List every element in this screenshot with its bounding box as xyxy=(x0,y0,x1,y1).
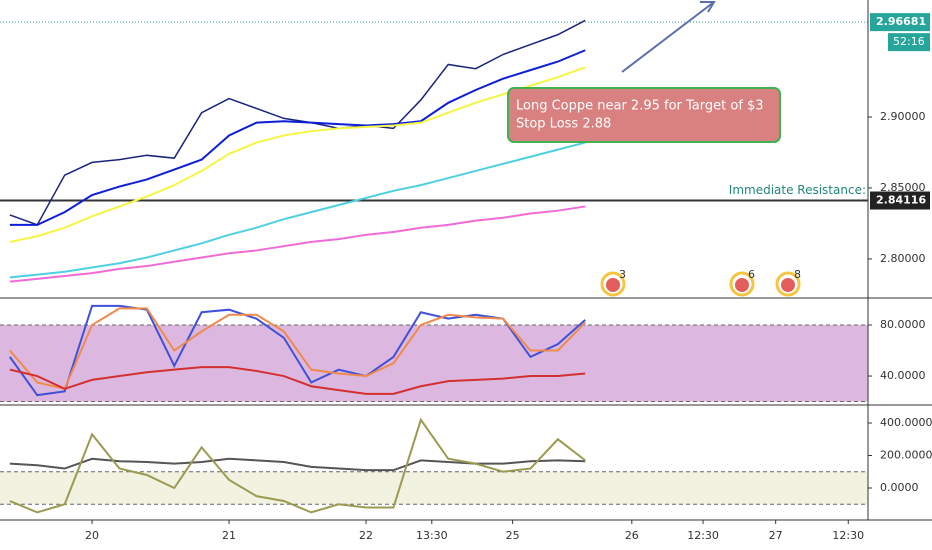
resistance-badge xyxy=(870,191,930,210)
y-tick-label: 200.0000 xyxy=(880,449,932,462)
x-tick-label: 13:30 xyxy=(416,529,448,542)
series-line xyxy=(9,366,586,395)
series-line xyxy=(9,304,586,397)
series-line xyxy=(9,307,586,390)
trend-arrow xyxy=(621,1,715,73)
y-tick-label: 40.0000 xyxy=(880,369,926,382)
event-count: 8 xyxy=(794,268,801,281)
series-line xyxy=(9,205,586,283)
label-bg xyxy=(820,183,868,196)
y-tick-label: 400.0000 xyxy=(880,416,932,429)
x-tick-label: 22 xyxy=(359,529,373,542)
countdown-badge xyxy=(888,33,930,52)
band xyxy=(0,325,868,402)
event-flag xyxy=(735,278,749,292)
event-count: 3 xyxy=(619,268,626,281)
y-tick-label: 2.85000 xyxy=(880,181,926,194)
series-line xyxy=(9,49,586,226)
note-text: Long Coppe near 2.95 for Target of $3 xyxy=(516,99,764,114)
series-line xyxy=(9,66,586,243)
event-count: 6 xyxy=(748,268,755,281)
x-tick-label: 27 xyxy=(769,529,783,542)
y-tick-label: 80.0000 xyxy=(880,318,926,331)
note-text: Stop Loss 2.88 xyxy=(516,117,611,132)
countdown: 52:16 xyxy=(893,35,925,48)
x-tick-label: 12:30 xyxy=(832,529,864,542)
series-line xyxy=(9,457,586,472)
last-price: 2.96681 xyxy=(876,15,926,28)
x-tick-label: 21 xyxy=(222,529,236,542)
series-line xyxy=(9,141,586,279)
resistance-label: Immediate Resistance: xyxy=(729,183,866,197)
arrow-head xyxy=(700,0,716,13)
note-box xyxy=(507,87,781,143)
y-tick-label: 2.80000 xyxy=(880,252,926,265)
series-line xyxy=(9,417,586,514)
price-badge xyxy=(870,13,930,32)
x-tick-label: 20 xyxy=(85,529,99,542)
y-tick-label: 0.0000 xyxy=(880,481,919,494)
y-tick-label: 2.90000 xyxy=(880,110,926,123)
series-line xyxy=(9,19,586,226)
x-tick-label: 25 xyxy=(506,529,520,542)
event-flag xyxy=(781,278,795,292)
x-tick-label: 26 xyxy=(625,529,639,542)
x-tick-label: 12:30 xyxy=(687,529,719,542)
event-flag xyxy=(606,278,620,292)
band xyxy=(0,471,868,505)
resistance-value: 2.84116 xyxy=(876,194,926,207)
